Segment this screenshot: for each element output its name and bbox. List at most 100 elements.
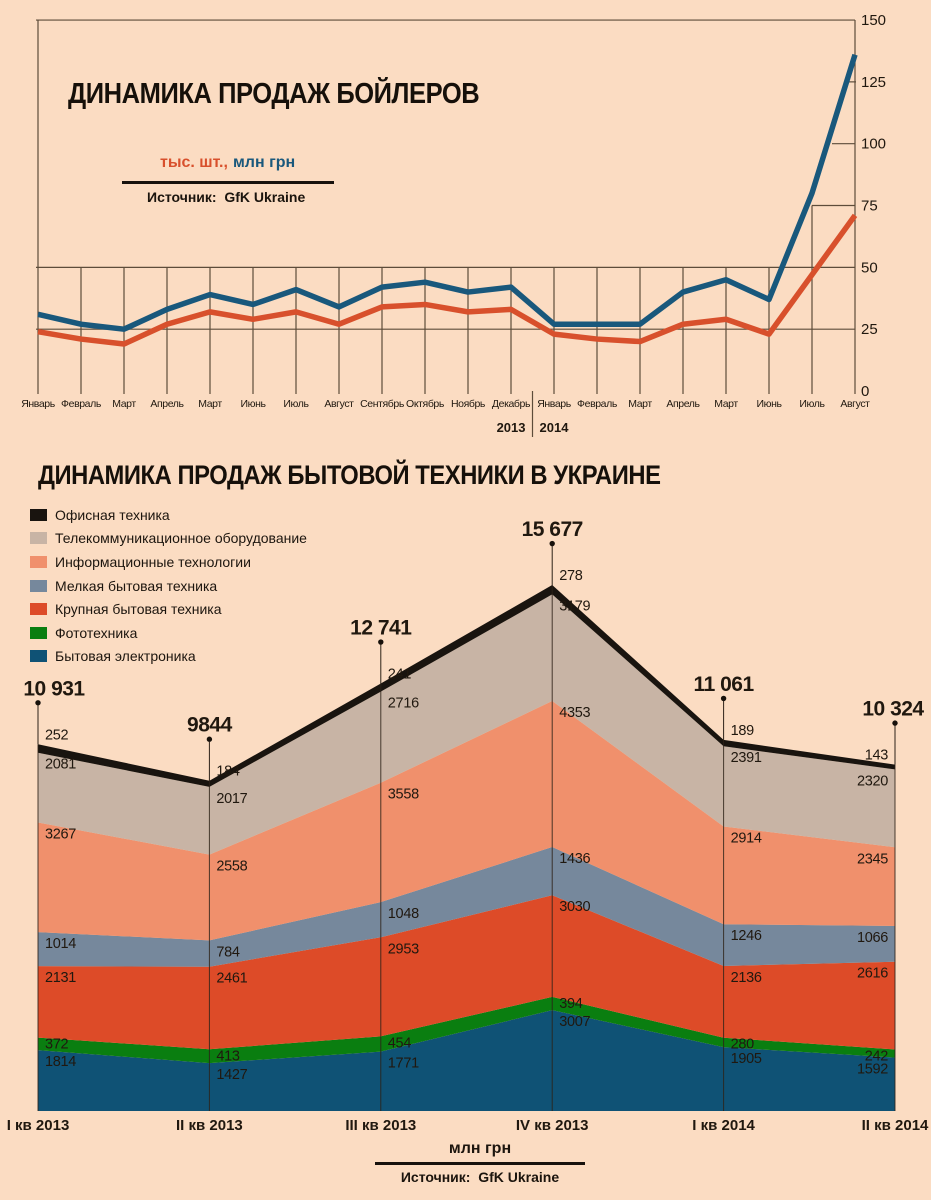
band-value-label: 3558 (388, 787, 419, 803)
band-value-label: 2558 (216, 859, 247, 875)
band-value-label: 784 (216, 944, 240, 960)
area-band-1 (38, 594, 895, 855)
legend-label-2: Информационные технологии (55, 553, 251, 570)
x-axis-month-label: Июль (283, 398, 309, 410)
band-value-label: 3007 (559, 1014, 590, 1030)
x-axis-month-label: Март (628, 398, 652, 410)
legend-label-5: Фототехника (55, 624, 138, 641)
legend-swatch-4 (30, 603, 47, 616)
y-axis-tick-label: 0 (861, 383, 869, 400)
band-value-label: 278 (559, 568, 583, 584)
band-value-label: 372 (45, 1037, 69, 1053)
area-band-6 (38, 1010, 895, 1111)
band-value-label: 2616 (857, 966, 888, 982)
legend-item-4: Крупная бытовая техника (30, 597, 307, 621)
band-value-label: 280 (731, 1037, 755, 1053)
units-thousand-units-label: тыс. шт., (160, 154, 228, 171)
x-axis-month-label: Август (324, 398, 354, 410)
x-axis-month-label: Июнь (240, 398, 266, 410)
band-value-label: 2716 (388, 696, 419, 712)
band-value-label: 1436 (559, 851, 590, 867)
total-dot (720, 695, 727, 702)
y-axis-tick-label: 50 (861, 259, 878, 276)
year-label-2013: 2013 (497, 420, 526, 435)
band-value-label: 1014 (45, 936, 76, 952)
band-value-label: 2345 (857, 851, 888, 867)
area-band-5 (38, 996, 895, 1064)
year-label-2014: 2014 (540, 420, 570, 435)
band-value-label: 2081 (45, 757, 76, 773)
x-axis-month-label: Октябрь (406, 398, 445, 410)
band-value-label: 3267 (45, 827, 76, 843)
total-dot (35, 700, 41, 706)
legend-label-3: Мелкая бытовая техника (55, 577, 218, 594)
boiler-units-legend: тыс. шт., млн грн (160, 154, 295, 172)
band-value-label: 394 (559, 996, 583, 1012)
legend-label-0: Офисная техника (55, 506, 170, 523)
legend-swatch-5 (30, 626, 47, 639)
total-label: 10 324 (862, 698, 924, 721)
x-axis-month-label: Июнь (756, 398, 782, 410)
band-value-label: 1048 (388, 906, 419, 922)
total-dot (378, 639, 384, 645)
total-label: 11 061 (694, 673, 755, 696)
band-value-label: 241 (388, 667, 412, 683)
band-value-label: 1814 (45, 1054, 76, 1070)
band-value-label: 1066 (857, 930, 888, 946)
legend-item-2: Информационные технологии (30, 550, 307, 574)
x-axis-quarter-label: I кв 2013 (7, 1117, 70, 1134)
x-axis-month-label: Апрель (150, 398, 184, 410)
boiler-line-chart: 0 25 50 75 100 125 150 Январь Февраль Март Апрель М… (21, 12, 886, 437)
x-axis-month-label: Февраль (577, 398, 618, 410)
legend-item-6: Бытовая электроника (30, 645, 307, 669)
total-dot (206, 736, 213, 742)
x-axis-month-label: Март (112, 398, 136, 410)
legend-swatch-6 (30, 650, 47, 663)
y-axis-tick-label: 75 (861, 198, 878, 215)
y-axis-tick-label: 100 (861, 136, 886, 153)
appliance-legend: Офисная техника Телекоммуникационное обор… (30, 503, 307, 668)
x-axis-month-label: Январь (537, 398, 572, 410)
x-axis-quarter-label: III кв 2013 (345, 1117, 416, 1134)
units-underline (122, 181, 334, 184)
band-value-label: 2461 (216, 971, 247, 987)
band-value-label: 1592 (857, 1062, 888, 1078)
footer-underline (375, 1162, 585, 1165)
x-axis-month-label: Сентябрь (360, 398, 405, 410)
total-dot (549, 540, 555, 547)
boiler-chart-title: ДИНАМИКА ПРОДАЖ БОЙЛЕРОВ (68, 78, 480, 110)
x-axis-month-label: Февраль (61, 398, 102, 410)
legend-swatch-1 (30, 532, 47, 545)
total-dot (892, 720, 898, 726)
band-value-label: 184 (216, 764, 240, 780)
y-axis-tick-label: 25 (861, 321, 878, 338)
series-line-0 (37, 213, 858, 347)
band-value-label: 2953 (388, 941, 419, 957)
x-axis-month-label: Март (198, 398, 222, 410)
area-band-3 (38, 847, 895, 967)
band-value-label: 2136 (731, 970, 762, 986)
band-value-label: 454 (388, 1035, 412, 1051)
band-value-label: 2131 (45, 970, 76, 986)
legend-label-4: Крупная бытовая техника (55, 601, 222, 618)
area-band-2 (38, 701, 895, 941)
band-value-label: 2914 (731, 830, 762, 846)
band-value-label: 3030 (559, 899, 590, 915)
band-value-label: 2391 (731, 750, 762, 766)
legend-item-0: Офисная техника (30, 503, 307, 527)
y-axis-tick-label: 125 (861, 74, 886, 91)
band-value-label: 3179 (559, 598, 590, 614)
legend-label-6: Бытовая электроника (55, 648, 196, 665)
legend-swatch-3 (30, 579, 47, 592)
band-value-label: 1905 (731, 1051, 762, 1067)
band-value-label: 1246 (731, 928, 762, 944)
legend-item-5: Фототехника (30, 621, 307, 645)
area-band-4 (38, 895, 895, 1050)
x-axis-month-label: Январь (21, 398, 56, 410)
total-label: 15 677 (522, 518, 583, 541)
band-value-label: 242 (865, 1048, 889, 1064)
appliance-chart-title: ДИНАМИКА ПРОДАЖ БЫТОВОЙ ТЕХНИКИ В УКРАИН… (38, 460, 661, 490)
y-axis-tick-label: 150 (861, 12, 886, 29)
x-axis-quarter-label: II кв 2013 (176, 1117, 243, 1134)
